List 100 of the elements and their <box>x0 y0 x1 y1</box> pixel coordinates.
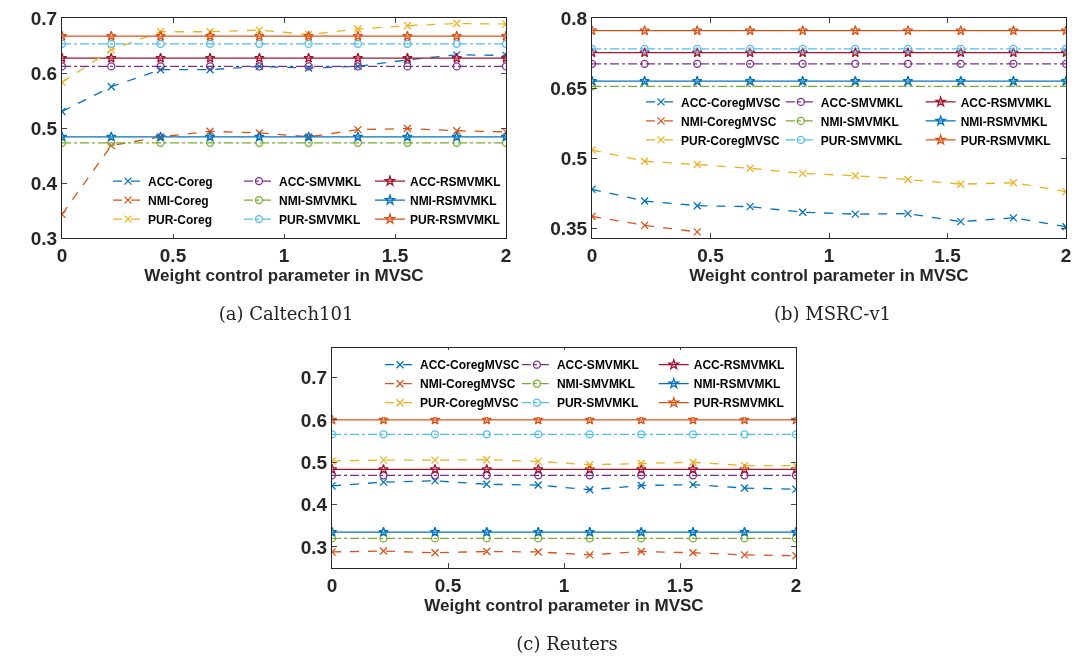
legend-label: ACC-RSMVMKL <box>693 358 785 373</box>
point <box>687 463 699 475</box>
point <box>403 39 412 48</box>
point <box>584 526 596 537</box>
x-tick-label: 0.5 <box>434 574 462 596</box>
point <box>745 59 755 69</box>
point <box>155 52 166 63</box>
point <box>204 52 216 63</box>
point <box>481 463 493 475</box>
legend-label: PUR-SMVMKL <box>278 212 361 227</box>
point <box>379 471 388 480</box>
point <box>430 455 440 465</box>
point <box>637 534 646 543</box>
point <box>639 47 650 58</box>
y-tick-label: 0.4 <box>300 494 328 516</box>
point <box>378 463 389 475</box>
legend-label: ACC-SMVMKL <box>278 174 361 189</box>
legend-label: NMI-SMVMKL <box>556 377 635 392</box>
text: (b) MSRC-v1 <box>773 303 892 325</box>
point <box>534 534 543 543</box>
point <box>635 526 647 537</box>
point <box>902 25 914 36</box>
point <box>798 44 807 54</box>
text: (a) Caltech101 <box>218 303 354 325</box>
x-tick-label: 1.5 <box>381 244 409 266</box>
x-tick-label: 2 <box>500 244 512 266</box>
text: (c) Reuters <box>516 633 618 655</box>
point <box>255 25 264 35</box>
point <box>903 59 913 69</box>
point <box>637 459 646 468</box>
legend-label: PUR-RSMVMKL <box>960 133 1051 148</box>
legend-label: PUR-RSMVMKL <box>693 396 784 411</box>
x-tick-label: 2 <box>790 574 802 596</box>
point <box>534 430 543 439</box>
y-tick-label: 0.6 <box>30 62 58 84</box>
point <box>534 547 543 557</box>
point <box>452 126 461 135</box>
point <box>585 460 594 469</box>
legend-label: ACC-RSMVMKL <box>409 174 501 189</box>
point <box>430 548 440 557</box>
point <box>1009 178 1018 187</box>
point <box>850 47 861 58</box>
point <box>379 477 388 487</box>
legend-label: PUR-SMVMKL <box>556 396 639 411</box>
point <box>481 526 493 537</box>
point <box>254 52 265 63</box>
legend-label: PUR-Coreg <box>148 212 213 227</box>
point <box>204 131 216 142</box>
point <box>740 471 749 480</box>
legend-label: NMI-SMVMKL <box>278 193 357 208</box>
point <box>107 39 116 48</box>
point <box>851 209 860 219</box>
x-tick-label: 1.5 <box>666 574 694 596</box>
point <box>378 526 389 537</box>
point <box>693 44 702 54</box>
point <box>745 202 755 211</box>
point <box>740 483 749 493</box>
point <box>797 75 808 86</box>
y-tick-label: 0.6 <box>300 409 328 431</box>
point <box>1008 75 1019 86</box>
point <box>429 526 441 537</box>
point <box>452 19 461 28</box>
point <box>482 534 491 543</box>
y-tick-label: 0.7 <box>30 7 58 29</box>
point <box>107 45 116 55</box>
x-tick-label: 1 <box>278 244 290 266</box>
point <box>637 547 646 556</box>
point <box>402 131 413 142</box>
point <box>635 463 647 475</box>
x-tick-label: 1.5 <box>934 244 962 266</box>
point <box>797 47 808 58</box>
point <box>430 471 440 480</box>
legend-label: NMI-Coreg <box>148 193 209 208</box>
point <box>903 175 913 184</box>
point <box>353 125 363 134</box>
point <box>903 44 913 54</box>
point <box>532 526 544 537</box>
point <box>254 30 265 41</box>
y-tick-label: 0.7 <box>300 367 328 389</box>
point <box>691 47 703 58</box>
point <box>429 463 441 475</box>
legend-label: NMI-RSMVMKL <box>693 377 781 392</box>
point <box>353 24 363 34</box>
x-axis-title: Weight control parameter in MVSC <box>144 266 424 286</box>
point <box>156 39 165 48</box>
point <box>740 550 749 560</box>
point <box>482 547 491 556</box>
x-tick-label: 1 <box>823 244 835 266</box>
point <box>403 62 412 71</box>
point <box>745 44 755 54</box>
x-tick-label: 0.5 <box>159 244 187 266</box>
legend-label: PUR-CoregMVSC <box>420 396 520 411</box>
point <box>1009 213 1018 223</box>
point <box>798 169 807 178</box>
point <box>430 534 440 543</box>
point <box>637 481 646 490</box>
point <box>585 534 594 543</box>
point <box>585 430 594 439</box>
point <box>739 526 750 537</box>
point <box>744 25 756 36</box>
